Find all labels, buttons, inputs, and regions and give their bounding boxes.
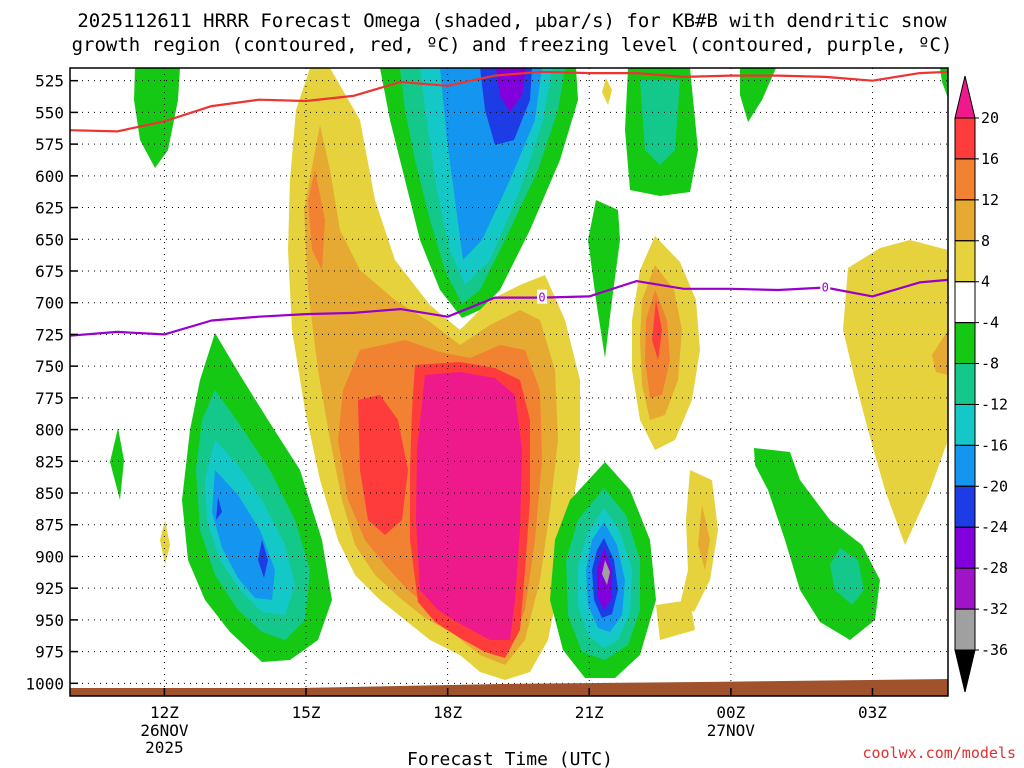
colorbar-swatch <box>954 158 976 201</box>
contour-label: 0 <box>538 291 545 305</box>
x-tick-label: 15Z <box>292 703 321 722</box>
omega-region-yellow-small-4 <box>602 78 612 105</box>
x-tick-label: 00Z <box>716 703 745 722</box>
y-tick-label: 550 <box>35 103 64 122</box>
omega-region-green-lower-right <box>754 448 880 640</box>
y-tick-label: 750 <box>35 357 64 376</box>
x-tick-label: 21Z <box>575 703 604 722</box>
omega-region-green-upper-left <box>134 68 180 168</box>
colorbar-label: -20 <box>981 477 1008 495</box>
omega-region-green-corner <box>940 68 948 98</box>
omega-region-red-right <box>652 300 662 360</box>
colorbar-swatch <box>954 117 976 160</box>
colorbar-swatch <box>954 608 976 651</box>
y-tick-label: 825 <box>35 452 64 471</box>
x-tick-year: 2025 <box>145 738 184 757</box>
y-tick-label: 650 <box>35 230 64 249</box>
colorbar-label: -8 <box>981 355 999 373</box>
y-tick-label: 1000 <box>25 674 64 693</box>
y-tick-label: 775 <box>35 389 64 408</box>
colorbar-label: -36 <box>981 641 1008 659</box>
colorbar-label: 16 <box>981 150 999 168</box>
colorbar-swatch <box>954 363 976 405</box>
omega-region-blue-left <box>212 470 275 600</box>
omega-region-yellow-far-right <box>843 240 948 545</box>
x-tick-label: 18Z <box>433 703 462 722</box>
y-tick-label: 950 <box>35 611 64 630</box>
y-tick-label: 875 <box>35 516 64 535</box>
omega-region-darkblue-left <box>216 497 268 578</box>
colorbar: 20 16 12 8 4 -4 -8 -12 -16 -20 -24 -28 -32 -36 <box>954 75 1008 693</box>
colorbar-swatch <box>954 403 976 446</box>
x-axis-title: Forecast Time (UTC) <box>407 749 613 768</box>
y-tick-label: 850 <box>35 484 64 503</box>
grid <box>70 68 948 696</box>
omega-region-pink-core <box>416 372 522 640</box>
omega-region-green-upper-right <box>740 68 776 122</box>
colorbar-swatch <box>954 199 976 242</box>
y-tick-label: 975 <box>35 643 64 662</box>
y-tick-label: 925 <box>35 579 64 598</box>
colorbar-swatch <box>954 240 976 283</box>
x-tick-date: 27NOV <box>707 721 756 740</box>
contour-label: 0 <box>822 280 829 294</box>
colorbar-swatch <box>954 281 976 324</box>
colorbar-top-triangle <box>954 75 976 119</box>
colorbar-label: -32 <box>981 600 1008 618</box>
y-tick-label: 525 <box>35 72 64 91</box>
omega-region-teal-lower-right <box>830 548 864 605</box>
colorbar-label: 8 <box>981 232 990 250</box>
colorbar-label: 20 <box>981 109 999 127</box>
y-tick-label: 725 <box>35 325 64 344</box>
omega-region-green-small-2 <box>588 200 620 358</box>
colorbar-swatch <box>954 322 976 365</box>
colorbar-bottom-triangle <box>954 649 976 693</box>
omega-region-orange-far-right <box>932 330 948 375</box>
x-tick-label: 03Z <box>858 703 887 722</box>
chart-title-line-1: 2025112611 HRRR Forecast Omega (shaded, … <box>77 10 947 32</box>
credit-text: coolwx.com/models <box>862 744 1016 762</box>
colorbar-swatch <box>954 567 976 610</box>
omega-region-yellow-small-2 <box>656 600 695 640</box>
colorbar-label: -4 <box>981 314 999 332</box>
omega-region-gray-lower <box>602 560 610 585</box>
colorbar-label: 4 <box>981 273 990 291</box>
y-tick-label: 675 <box>35 262 64 281</box>
dendritic-growth-contour <box>69 70 949 133</box>
y-tick-label: 800 <box>35 421 64 440</box>
omega-region-orange-small-1 <box>698 505 710 570</box>
y-tick-label: 625 <box>35 199 64 218</box>
y-tick-label: 600 <box>35 167 64 186</box>
colorbar-label: -24 <box>981 518 1008 536</box>
y-tick-label: 575 <box>35 135 64 154</box>
y-axis: 525 550 575 600 625 650 675 700 725 750 775 800 825 8… <box>25 72 78 693</box>
x-tick-label: 12Z <box>150 703 179 722</box>
colorbar-label: 12 <box>981 191 999 209</box>
chart-title-line-2: growth region (contoured, red, ºC) and f… <box>72 34 953 56</box>
terrain-strip <box>70 679 948 696</box>
omega-region-yellow-small-3 <box>160 520 170 565</box>
colorbar-swatch <box>954 485 976 528</box>
omega-region-green-small-1 <box>110 428 124 500</box>
y-tick-label: 900 <box>35 547 64 566</box>
contour-label-bg <box>537 289 548 304</box>
x-tick-date: 26NOV <box>140 721 189 740</box>
omega-shading <box>110 68 948 680</box>
colorbar-swatch <box>954 526 976 569</box>
colorbar-label: -28 <box>981 559 1008 577</box>
contour-lines: 00 <box>69 70 949 337</box>
colorbar-label: -12 <box>981 395 1008 413</box>
freezing-level-contour <box>69 278 949 337</box>
colorbar-label: -16 <box>981 436 1008 454</box>
y-tick-label: 700 <box>35 294 64 313</box>
colorbar-swatch <box>954 444 976 487</box>
plot-frame <box>69 67 949 697</box>
contour-label-bg <box>820 279 831 294</box>
omega-region-purple-upper <box>496 68 526 112</box>
